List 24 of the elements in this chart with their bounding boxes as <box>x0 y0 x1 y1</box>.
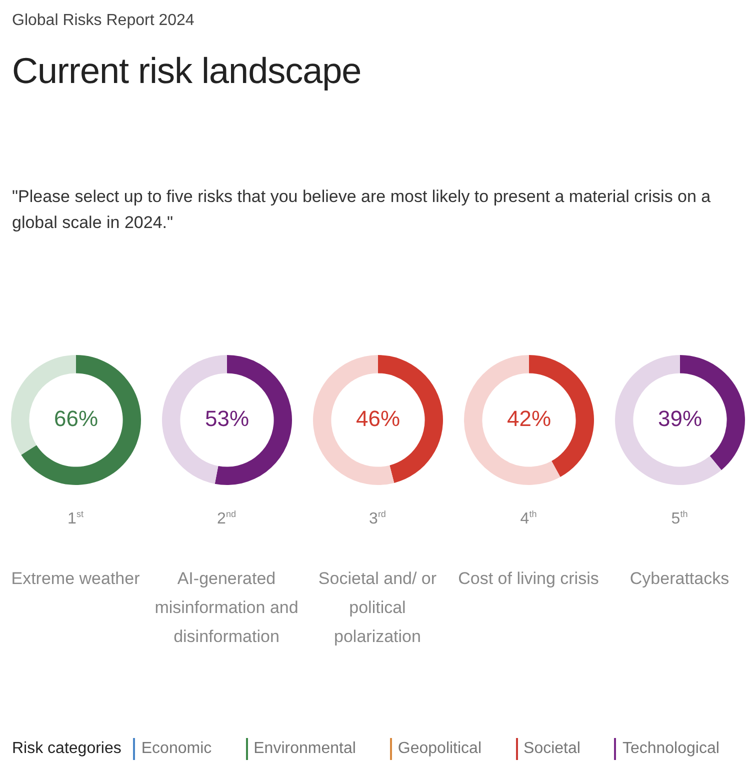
text: Extreme weather <box>10 568 141 590</box>
text: 1$^{st}$ <box>66 509 84 528</box>
text: "Please select up to five risks that you believe are most likely to present a material crisis on a global scale in 2024." <box>12 186 712 234</box>
data-label: 53% <box>204 406 249 432</box>
data-label: 46% <box>355 406 400 432</box>
text: AI-generated misinformation and disinformation <box>154 568 300 648</box>
text: Current risk landscape <box>12 50 362 92</box>
data-label: 66% <box>53 406 98 432</box>
category-label: Geopolitical <box>398 740 482 758</box>
text: 4$^{th}$ <box>519 509 538 528</box>
category-label: Technological <box>622 740 720 758</box>
text: Societal and/ or political polarization <box>317 568 438 648</box>
text: 5$^{th}$ <box>670 509 689 528</box>
category-label: Economic <box>141 740 212 758</box>
data-label: 39% <box>657 406 702 432</box>
text: 2$^{nd}$ <box>216 509 237 528</box>
text: Cost of living crisis <box>457 568 600 590</box>
legend-title: Risk categories <box>12 740 122 758</box>
category-label: Environmental <box>254 740 356 758</box>
text: Cyberattacks <box>628 568 730 590</box>
data-label: 42% <box>506 406 551 432</box>
text: Global Risks Report 2024 <box>12 12 196 30</box>
text: 3$^{rd}$ <box>368 509 387 528</box>
category-label: Societal <box>524 740 580 758</box>
